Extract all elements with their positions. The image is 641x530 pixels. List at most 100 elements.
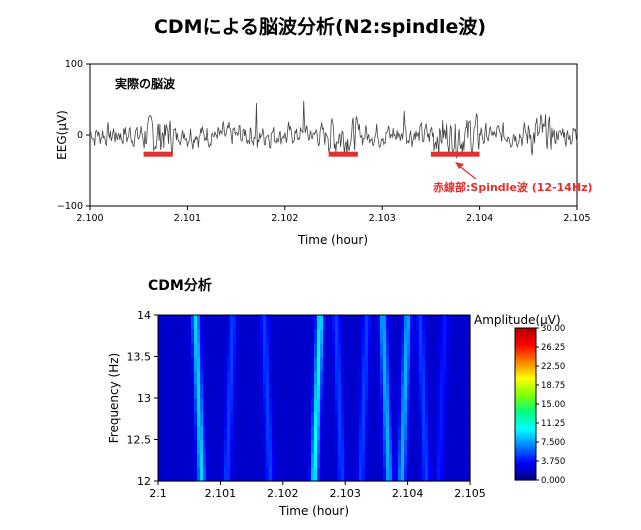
heatmap-cell [365, 453, 369, 468]
heatmap-cell [185, 453, 189, 468]
heatmap-cell [362, 356, 366, 371]
heatmap-cell [449, 356, 453, 371]
heatmap-cell [257, 315, 261, 330]
heatmap-cell [275, 425, 279, 441]
heatmap-cell [389, 315, 393, 330]
heatmap-cell [368, 467, 372, 482]
heatmap-cell [407, 328, 411, 344]
heatmap-cell [164, 370, 168, 385]
colorbar-segment [515, 410, 536, 413]
heatmap-cell [254, 398, 258, 413]
heatmap-cell [440, 453, 444, 468]
heatmap-cell [380, 315, 384, 330]
heatmap-cell [158, 315, 162, 330]
heatmap-cell [335, 425, 339, 441]
heatmap-cell [341, 411, 345, 427]
colorbar-tick-label: 26.25 [541, 343, 565, 353]
heatmap-cell [368, 425, 372, 441]
heatmap-cell [218, 328, 222, 344]
heatmap-cell [173, 411, 177, 427]
eeg-y-tick-label: 100 [65, 59, 83, 70]
heatmap-cell [461, 370, 465, 385]
heatmap-cell [353, 425, 357, 441]
heatmap-cell [161, 425, 165, 441]
heatmap-cell [332, 453, 336, 468]
heatmap-cell [377, 342, 381, 358]
heatmap-cell [410, 425, 414, 441]
heatmap-cell [182, 328, 186, 344]
heatmap-cell [467, 453, 471, 468]
heatmap-cell [344, 342, 348, 358]
heatmap-cell [182, 356, 186, 371]
heatmap-cell [320, 328, 324, 344]
heatmap-cell [383, 425, 387, 441]
heatmap-cell [362, 384, 366, 399]
heatmap-cell [335, 370, 339, 385]
heatmap-cell [191, 439, 195, 454]
heatmap-cell [338, 370, 342, 385]
heatmap-cell [338, 384, 342, 399]
heatmap-cell [251, 453, 255, 468]
colorbar-segment [515, 432, 536, 435]
heatmap-cell [215, 384, 219, 399]
heatmap-cell [221, 467, 225, 482]
heatmap-cell [347, 411, 351, 427]
colorbar-segment [515, 418, 536, 421]
heatmap-cell [428, 315, 432, 330]
heatmap-cell [350, 384, 354, 399]
cdm-y-tick-label: 13.5 [127, 351, 152, 364]
heatmap-cell [182, 398, 186, 413]
heatmap-cell [371, 411, 375, 427]
heatmap-cell [233, 328, 237, 344]
heatmap-cell [398, 398, 402, 413]
colorbar-segment [515, 388, 536, 391]
heatmap-cell [329, 370, 333, 385]
cdm-panel: CDM分析 2.1 2.101 2.102 2.103 2.104 2.105 14 13.5… [107, 277, 565, 518]
heatmap-cell [248, 315, 252, 330]
colorbar-tick-label: 15.00 [541, 400, 565, 410]
heatmap-cell [380, 356, 384, 371]
heatmap-cell [191, 425, 195, 441]
heatmap-cell [257, 328, 261, 344]
heatmap-cell [248, 411, 252, 427]
heatmap-cell [170, 425, 174, 441]
heatmap-cell [281, 398, 285, 413]
heatmap-cell [230, 398, 234, 413]
heatmap-cell [311, 356, 315, 371]
heatmap-cell [452, 356, 456, 371]
heatmap-cell [299, 439, 303, 454]
heatmap-cell [362, 425, 366, 441]
heatmap-cell [278, 439, 282, 454]
colorbar-segment [515, 360, 536, 363]
heatmap-cell [416, 439, 420, 454]
heatmap-cell [419, 356, 423, 371]
heatmap-cell [206, 425, 210, 441]
colorbar-segment [515, 406, 536, 409]
colorbar-segment [515, 450, 536, 453]
heatmap-cell [437, 370, 441, 385]
heatmap-cell [452, 453, 456, 468]
heatmap-cell [254, 425, 258, 441]
heatmap-cell [305, 356, 309, 371]
heatmap-cell [398, 439, 402, 454]
heatmap-cell [383, 356, 387, 371]
heatmap-cell [206, 411, 210, 427]
heatmap-cell [209, 467, 213, 482]
heatmap-cell [428, 384, 432, 399]
heatmap-cell [311, 370, 315, 385]
heatmap-cell [317, 328, 321, 344]
heatmap-cell [188, 328, 192, 344]
heatmap-cell [329, 342, 333, 358]
heatmap-cell [416, 370, 420, 385]
heatmap-cell [365, 370, 369, 385]
heatmap-cell [254, 467, 258, 482]
heatmap-cell [461, 356, 465, 371]
heatmap-cell [365, 425, 369, 441]
heatmap-cell [425, 425, 429, 441]
heatmap-cell [392, 411, 396, 427]
heatmap-cell [347, 425, 351, 441]
heatmap-cell [236, 356, 240, 371]
eeg-y-tick-label: −100 [57, 201, 83, 212]
heatmap-cell [158, 398, 162, 413]
